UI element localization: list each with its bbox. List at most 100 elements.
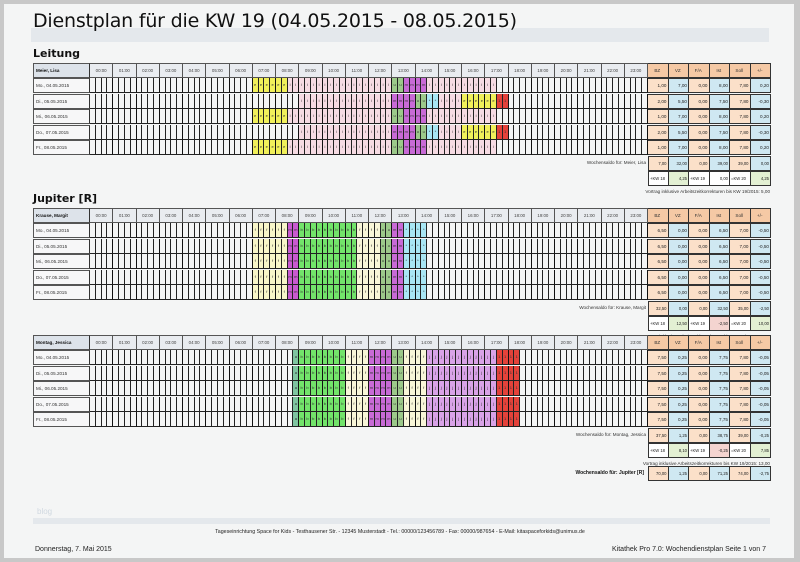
hour-slot[interactable] (624, 93, 648, 109)
quarter-cell[interactable] (445, 269, 451, 284)
quarter-cell[interactable]: i (363, 140, 368, 154)
quarter-cell[interactable] (206, 254, 213, 268)
quarter-cell[interactable]: j (479, 412, 485, 426)
hour-slot[interactable] (136, 269, 160, 285)
quarter-cell[interactable] (206, 140, 213, 154)
quarter-cell[interactable] (607, 93, 614, 108)
hour-slot[interactable] (624, 109, 648, 124)
quarter-cell[interactable] (166, 93, 172, 108)
quarter-cell[interactable]: i (467, 78, 474, 92)
quarter-cell[interactable]: i (380, 109, 387, 123)
quarter-cell[interactable]: 1 (508, 350, 515, 364)
quarter-cell[interactable] (125, 269, 131, 284)
quarter-cell[interactable] (113, 93, 120, 108)
quarter-cell[interactable] (131, 78, 136, 92)
quarter-cell[interactable]: f (421, 350, 428, 364)
quarter-cell[interactable] (148, 254, 154, 268)
quarter-cell[interactable] (549, 125, 554, 139)
quarter-cell[interactable]: b (322, 350, 329, 364)
quarter-cell[interactable]: i (456, 109, 461, 123)
quarter-cell[interactable] (131, 254, 136, 268)
quarter-cell[interactable]: 1 (496, 365, 503, 380)
quarter-cell[interactable] (543, 350, 550, 364)
quarter-cell[interactable]: e (281, 78, 288, 92)
quarter-cell[interactable] (538, 238, 544, 253)
hour-slot[interactable] (159, 238, 183, 254)
quarter-cell[interactable] (538, 93, 544, 108)
quarter-cell[interactable] (625, 396, 631, 411)
quarter-cell[interactable] (532, 93, 538, 108)
quarter-cell[interactable] (160, 109, 166, 123)
quarter-cell[interactable] (96, 93, 102, 108)
quarter-cell[interactable]: j (467, 365, 474, 380)
quarter-cell[interactable] (485, 269, 492, 284)
quarter-cell[interactable]: b (310, 396, 317, 411)
hour-slot[interactable] (183, 412, 207, 427)
hour-slot[interactable] (136, 109, 160, 124)
quarter-cell[interactable] (241, 381, 247, 395)
quarter-cell[interactable] (166, 223, 172, 237)
quarter-cell[interactable] (247, 78, 252, 92)
hour-slot[interactable] (555, 396, 579, 412)
hour-slot[interactable] (624, 254, 648, 269)
quarter-cell[interactable]: f (363, 381, 368, 395)
quarter-cell[interactable]: * (415, 238, 422, 253)
quarter-cell[interactable]: b (322, 223, 329, 237)
quarter-cell[interactable]: u (398, 396, 404, 411)
quarter-cell[interactable]: m (374, 350, 381, 364)
quarter-cell[interactable] (154, 94, 159, 108)
quarter-cell[interactable] (538, 124, 544, 139)
quarter-cell[interactable]: i (334, 78, 340, 92)
quarter-cell[interactable]: 1 (508, 396, 515, 411)
quarter-cell[interactable]: i (345, 93, 352, 108)
quarter-cell[interactable] (526, 94, 531, 108)
hour-slot[interactable] (508, 140, 532, 155)
quarter-cell[interactable] (596, 270, 601, 284)
quarter-cell[interactable]: m (421, 109, 428, 123)
hour-slot[interactable] (601, 365, 625, 381)
hour-slot[interactable] (136, 285, 160, 300)
quarter-cell[interactable] (561, 238, 567, 253)
hour-slot[interactable] (276, 124, 300, 140)
quarter-cell[interactable]: * (415, 269, 422, 284)
quarter-cell[interactable]: e (473, 93, 480, 108)
quarter-cell[interactable] (137, 124, 143, 139)
quarter-cell[interactable]: b (328, 285, 335, 299)
quarter-cell[interactable]: * (403, 254, 410, 268)
quarter-cell[interactable] (543, 140, 550, 154)
hour-slot[interactable] (531, 381, 555, 396)
quarter-cell[interactable]: j (456, 350, 461, 364)
quarter-cell[interactable] (625, 269, 631, 284)
quarter-cell[interactable] (450, 223, 457, 237)
quarter-cell[interactable]: i (479, 78, 485, 92)
quarter-cell[interactable]: b (299, 223, 306, 237)
quarter-cell[interactable]: j (491, 396, 497, 411)
quarter-cell[interactable] (230, 78, 236, 92)
quarter-cell[interactable]: i (345, 109, 352, 123)
quarter-cell[interactable] (224, 285, 229, 299)
quarter-cell[interactable]: i (357, 140, 364, 154)
quarter-cell[interactable] (137, 78, 143, 92)
quarter-cell[interactable] (625, 124, 631, 139)
quarter-cell[interactable]: b (299, 365, 306, 380)
quarter-cell[interactable]: i (386, 124, 392, 139)
hour-slot[interactable] (555, 412, 579, 427)
quarter-cell[interactable] (456, 270, 461, 284)
hour-slot[interactable] (90, 269, 114, 285)
quarter-cell[interactable] (613, 109, 619, 123)
hour-slot[interactable] (624, 238, 648, 254)
quarter-cell[interactable]: 1 (496, 350, 503, 364)
quarter-cell[interactable] (253, 365, 259, 380)
quarter-cell[interactable]: m (392, 238, 399, 253)
quarter-cell[interactable] (270, 366, 275, 380)
